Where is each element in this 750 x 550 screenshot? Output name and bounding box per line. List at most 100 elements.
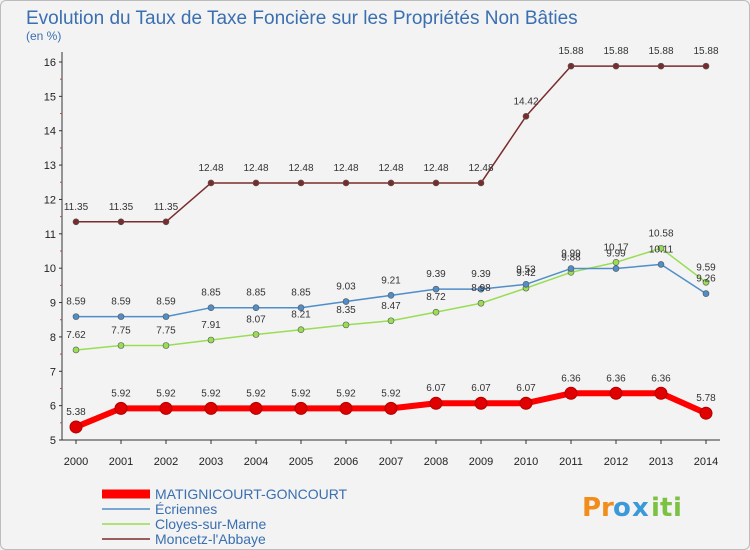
data-label: 9.53 bbox=[516, 264, 536, 275]
data-point bbox=[162, 313, 170, 320]
y-tick-label: 9 bbox=[50, 298, 56, 310]
data-point bbox=[159, 401, 173, 415]
legend-label: MATIGNICOURT-GONCOURT bbox=[155, 486, 348, 502]
data-point bbox=[387, 179, 395, 187]
data-label: 8.85 bbox=[291, 288, 311, 299]
data-point bbox=[72, 218, 80, 226]
x-tick-label: 2010 bbox=[514, 456, 538, 468]
data-point bbox=[657, 261, 665, 268]
data-label: 11.35 bbox=[64, 202, 89, 213]
data-label: 12.48 bbox=[333, 163, 358, 174]
data-label: 12.48 bbox=[288, 163, 313, 174]
svg-text:r: r bbox=[601, 493, 614, 523]
y-tick-label: 13 bbox=[44, 160, 56, 172]
data-label: 15.88 bbox=[558, 46, 583, 57]
data-label: 6.36 bbox=[606, 373, 626, 384]
x-tick-label: 2008 bbox=[424, 456, 448, 468]
data-point bbox=[252, 304, 260, 312]
data-point bbox=[477, 179, 485, 187]
data-point bbox=[654, 386, 668, 400]
data-label: 12.48 bbox=[198, 163, 223, 174]
data-label: 6.36 bbox=[651, 373, 671, 384]
svg-text:i: i bbox=[673, 493, 682, 523]
data-point bbox=[162, 218, 170, 226]
data-point bbox=[342, 321, 350, 329]
data-point bbox=[204, 401, 218, 415]
data-label: 7.62 bbox=[66, 330, 86, 341]
data-label: 7.91 bbox=[201, 320, 221, 331]
svg-text:P: P bbox=[582, 493, 601, 523]
series-cloyes-sur-marne bbox=[72, 244, 710, 354]
data-point bbox=[702, 290, 710, 297]
data-point bbox=[609, 386, 623, 400]
y-tick-label: 8 bbox=[50, 332, 56, 344]
x-tick-label: 2005 bbox=[289, 456, 313, 468]
data-point bbox=[567, 265, 575, 272]
data-point bbox=[117, 218, 125, 226]
data-point bbox=[702, 278, 710, 286]
data-label: 6.07 bbox=[471, 383, 491, 394]
x-tick-label: 2014 bbox=[694, 456, 718, 468]
y-tick-label: 7 bbox=[50, 366, 56, 378]
data-label: 5.38 bbox=[66, 407, 86, 418]
data-point bbox=[117, 313, 125, 320]
data-point bbox=[477, 299, 485, 307]
data-label: 10.17 bbox=[603, 242, 628, 253]
x-tick-label: 2003 bbox=[199, 456, 223, 468]
data-point bbox=[612, 265, 620, 272]
data-point bbox=[699, 406, 713, 420]
data-label: 8.59 bbox=[111, 297, 131, 308]
y-tick-label: 14 bbox=[44, 126, 56, 138]
svg-text:i: i bbox=[651, 493, 660, 523]
data-point bbox=[384, 401, 398, 415]
data-label: 8.85 bbox=[201, 288, 221, 299]
x-tick-label: 2000 bbox=[64, 456, 88, 468]
data-label: 5.92 bbox=[156, 388, 176, 399]
data-point bbox=[612, 259, 620, 266]
data-label: 5.92 bbox=[291, 388, 311, 399]
svg-text:t: t bbox=[660, 493, 672, 523]
data-point bbox=[387, 317, 395, 325]
data-point bbox=[252, 331, 260, 338]
data-label: 9.39 bbox=[471, 269, 491, 280]
data-label: 8.47 bbox=[381, 301, 401, 312]
data-point bbox=[162, 342, 170, 349]
chart-subtitle: (en %) bbox=[26, 29, 61, 43]
data-label: 8.98 bbox=[471, 283, 491, 294]
data-point bbox=[657, 244, 665, 252]
y-tick-label: 16 bbox=[44, 57, 56, 69]
legend-label: Écriennes bbox=[155, 501, 217, 517]
svg-text:x: x bbox=[632, 493, 649, 523]
y-tick-label: 11 bbox=[45, 229, 56, 241]
data-label: 8.85 bbox=[246, 288, 266, 299]
data-label: 5.92 bbox=[246, 388, 266, 399]
data-point bbox=[252, 179, 260, 187]
data-point bbox=[297, 304, 305, 312]
data-label: 8.07 bbox=[246, 315, 266, 326]
x-tick-label: 2004 bbox=[244, 456, 268, 468]
data-label: 9.03 bbox=[336, 282, 356, 293]
data-point bbox=[702, 62, 710, 70]
svg-text:o: o bbox=[613, 493, 631, 523]
data-label: 9.26 bbox=[696, 274, 716, 285]
data-label: 11.35 bbox=[109, 202, 134, 213]
data-label: 7.75 bbox=[156, 326, 176, 337]
data-point bbox=[72, 313, 80, 320]
data-point bbox=[477, 285, 485, 293]
data-point bbox=[207, 304, 215, 312]
data-label: 8.72 bbox=[426, 292, 446, 303]
y-axis-ticks: 5 6 7 8 9 10 11 12 13 14 15 16 bbox=[44, 57, 62, 447]
data-point bbox=[342, 298, 350, 305]
data-label: 8.21 bbox=[291, 310, 311, 321]
series-ecriennes bbox=[72, 261, 710, 320]
data-label: 5.92 bbox=[336, 388, 356, 399]
chart-title: Evolution du Taux de Taxe Foncière sur l… bbox=[26, 8, 578, 29]
data-label: 8.59 bbox=[156, 297, 176, 308]
data-label: 9.88 bbox=[561, 252, 581, 263]
legend-label: Moncetz-l'Abbaye bbox=[155, 531, 266, 547]
data-point bbox=[72, 346, 80, 354]
data-point bbox=[297, 326, 305, 333]
data-point bbox=[612, 62, 620, 70]
